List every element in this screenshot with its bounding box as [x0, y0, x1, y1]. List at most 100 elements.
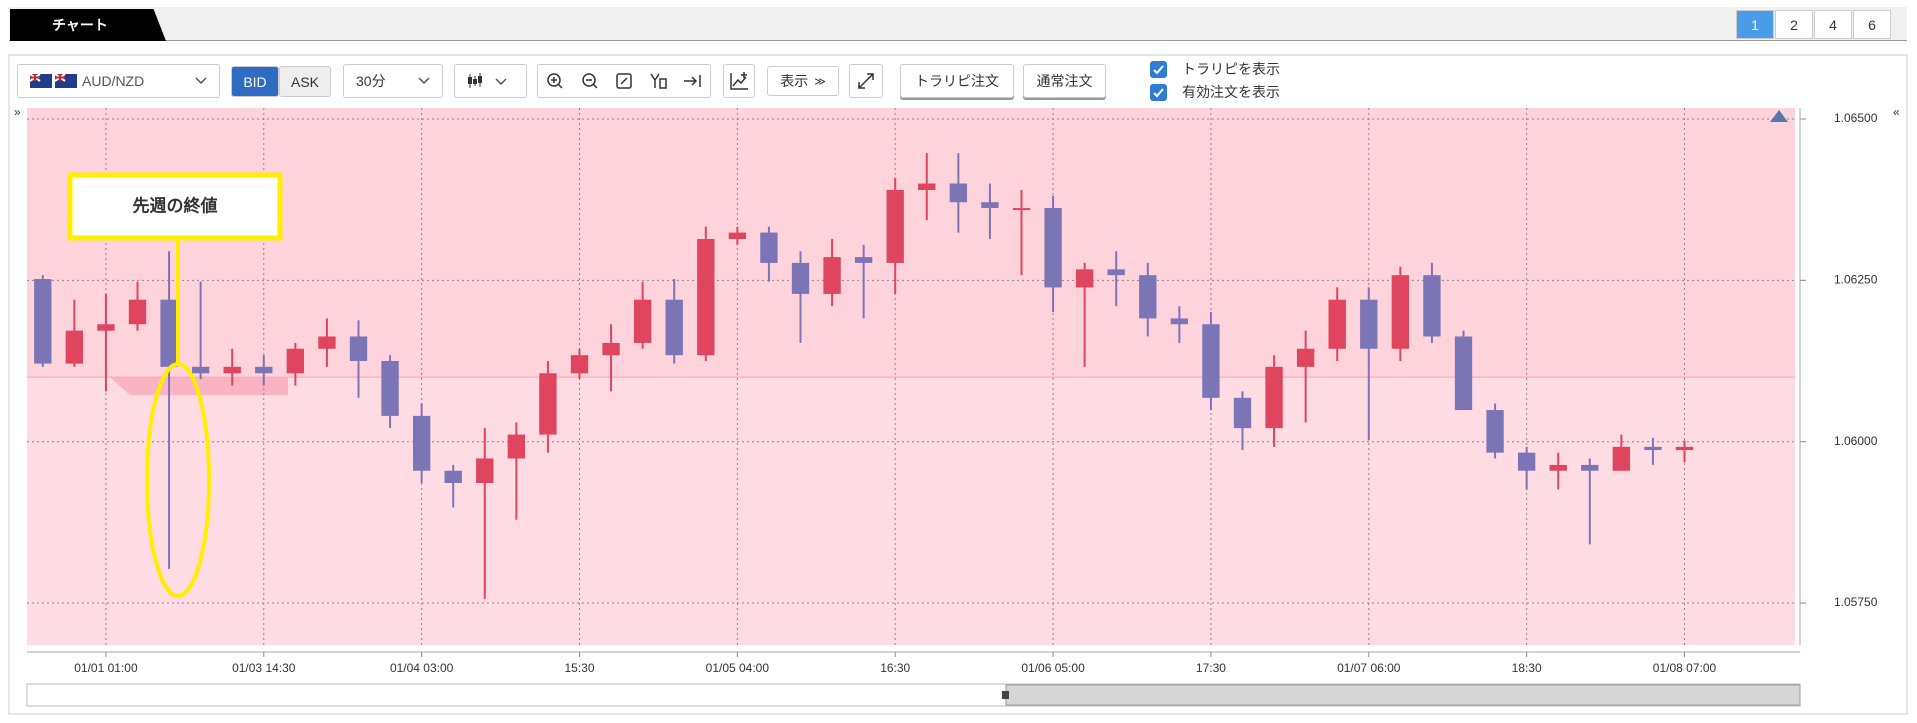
page-tab[interactable]: 2: [1775, 10, 1813, 39]
candle-body: [160, 299, 178, 367]
x-tick-label: 01/05 04:00: [706, 661, 770, 675]
candle-body: [633, 299, 652, 343]
reference-tag: [110, 377, 288, 396]
collapse-left: »: [14, 105, 21, 119]
checkbox-label: トラリピを表示: [1182, 61, 1280, 77]
bid-button[interactable]: BID: [231, 66, 279, 97]
candle-body: [1581, 464, 1599, 471]
candle-body: [539, 373, 557, 435]
candle-body: [286, 348, 305, 374]
expand-icon: [858, 73, 874, 89]
x-tick-label: 01/08 07:00: [1653, 661, 1717, 675]
page-tab[interactable]: 6: [1853, 10, 1891, 39]
y-tick-label: 1.06500: [1834, 111, 1878, 125]
candle-body: [1454, 336, 1473, 411]
scrollbar-handle: [1002, 691, 1009, 699]
candle-body: [1170, 318, 1189, 325]
candle-body: [1612, 446, 1631, 471]
plot-area-upper: [27, 108, 1795, 378]
candle-body: [128, 299, 147, 325]
candle-body: [1549, 464, 1567, 471]
display-label: 表示: [780, 73, 809, 89]
candle-body: [854, 257, 873, 263]
fullscreen[interactable]: [849, 64, 883, 98]
candle-body: [697, 239, 715, 356]
candle-body: [1139, 275, 1157, 319]
check-mark: [1153, 65, 1164, 75]
candle-body: [318, 336, 336, 349]
y-tick-label: 1.06250: [1834, 273, 1878, 287]
candle-body: [1517, 452, 1536, 471]
page-tab[interactable]: 4: [1814, 10, 1852, 39]
collapse-right: «: [1893, 105, 1900, 119]
checkbox[interactable]: [1150, 61, 1167, 78]
candle-body: [918, 183, 936, 190]
candle-body: [34, 279, 52, 364]
trarip-order-button[interactable]: トラリピ注文: [900, 64, 1014, 98]
chart-tab[interactable]: チャート: [10, 9, 166, 41]
scrollbar-thumb: [1005, 684, 1801, 706]
checkbox[interactable]: [1150, 84, 1167, 101]
candle-body: [1644, 446, 1662, 451]
pair-select[interactable]: AUD/NZD: [17, 64, 220, 98]
chevron: [195, 77, 207, 85]
candle-body: [1391, 275, 1410, 349]
pair-label: AUD/NZD: [82, 73, 145, 89]
page-tab[interactable]: 1: [1736, 10, 1774, 39]
candle-body: [728, 232, 747, 240]
candle-body: [791, 262, 810, 294]
candle-body: [1044, 208, 1062, 288]
normal-order-button[interactable]: 通常注文: [1023, 64, 1106, 98]
annotation-text: 先週の終値: [133, 195, 218, 215]
candle-body: [1233, 397, 1252, 429]
candle-body: [1328, 299, 1346, 349]
candle-body: [886, 189, 904, 263]
candle-body: [65, 330, 84, 364]
x-tick-label: 01/01 01:00: [74, 661, 138, 675]
candle-body: [1075, 269, 1094, 288]
display-menu[interactable]: 表示 ≫: [767, 66, 839, 96]
candle-body: [1423, 275, 1441, 337]
x-tick-label: 01/06 05:00: [1021, 661, 1085, 675]
indicator-icon: [730, 72, 748, 90]
x-tick-label: 01/03 14:30: [232, 661, 296, 675]
candle-body: [1202, 324, 1220, 398]
candle-body: [1360, 299, 1378, 349]
timeframe-select[interactable]: 30分: [343, 64, 443, 98]
candle-body: [255, 366, 273, 374]
flags: [30, 73, 77, 88]
x-tick-label: 16:30: [880, 661, 910, 675]
candle-body: [191, 366, 210, 374]
y-tick-label: 1.05750: [1834, 595, 1878, 609]
candle-body: [444, 470, 462, 483]
zoom-tools[interactable]: [537, 64, 711, 98]
candle-body: [1675, 446, 1694, 451]
chart-type-select[interactable]: [454, 64, 527, 98]
candle-body: [949, 183, 968, 203]
candle-body: [412, 415, 431, 471]
x-tick-label: 18:30: [1512, 661, 1542, 675]
candle-icon: [467, 73, 507, 88]
x-tick-label: 17:30: [1196, 661, 1226, 675]
candle-body: [1107, 269, 1125, 276]
annotation-box: [67, 172, 283, 241]
x-tick-label: 15:30: [564, 661, 594, 675]
candle-body: [476, 458, 494, 483]
tab-bar: [9, 7, 1907, 41]
candle-body: [1012, 208, 1031, 211]
candle-body: [1486, 410, 1504, 453]
candle-body: [1296, 348, 1315, 367]
add-indicator[interactable]: [723, 64, 755, 98]
chevron: [418, 77, 430, 85]
candle-body: [602, 342, 620, 356]
annotation-ellipse: [145, 362, 211, 598]
x-tick-label: 01/07 06:00: [1337, 661, 1401, 675]
candle-body: [381, 361, 399, 416]
candle-body: [760, 232, 778, 263]
candle-body: [570, 355, 589, 374]
candle-body: [823, 257, 841, 294]
ask-button[interactable]: ASK: [279, 66, 331, 97]
checkbox-label: 有効注文を表示: [1182, 84, 1280, 100]
